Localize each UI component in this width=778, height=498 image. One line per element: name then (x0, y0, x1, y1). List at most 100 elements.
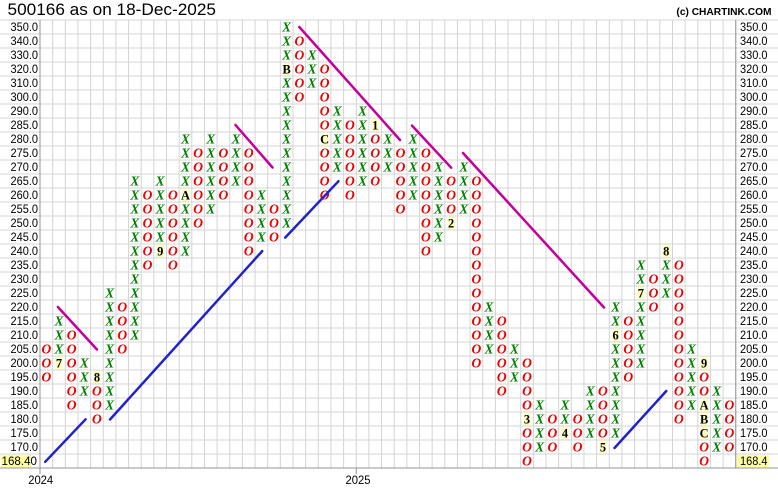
svg-text:X: X (509, 355, 520, 370)
svg-text:O: O (320, 159, 330, 174)
svg-text:180.0: 180.0 (740, 412, 768, 426)
svg-text:265.0: 265.0 (11, 174, 39, 188)
svg-text:O: O (396, 187, 406, 202)
svg-text:X: X (686, 369, 697, 384)
svg-text:X: X (129, 187, 140, 202)
svg-text:X: X (357, 131, 368, 146)
svg-text:O: O (522, 355, 532, 370)
svg-text:X: X (180, 131, 191, 146)
svg-text:205.0: 205.0 (740, 342, 768, 356)
svg-text:6: 6 (612, 328, 618, 342)
svg-text:X: X (610, 425, 621, 440)
svg-text:X: X (509, 369, 520, 384)
svg-text:O: O (699, 369, 709, 384)
svg-text:O: O (598, 425, 608, 440)
svg-text:O: O (522, 439, 532, 454)
svg-text:X: X (205, 187, 216, 202)
svg-text:O: O (41, 369, 51, 384)
svg-text:O: O (143, 201, 153, 216)
svg-text:8: 8 (663, 244, 669, 258)
svg-text:X: X (53, 341, 64, 356)
svg-text:O: O (193, 215, 203, 230)
svg-text:O: O (573, 425, 583, 440)
svg-text:O: O (522, 383, 532, 398)
svg-text:O: O (522, 453, 532, 468)
svg-text:310.0: 310.0 (740, 76, 768, 90)
svg-text:O: O (193, 187, 203, 202)
svg-text:210.0: 210.0 (11, 328, 39, 342)
svg-text:O: O (269, 201, 279, 216)
svg-text:255.0: 255.0 (740, 202, 768, 216)
svg-text:O: O (598, 411, 608, 426)
svg-text:4: 4 (562, 426, 568, 440)
svg-text:O: O (472, 229, 482, 244)
svg-text:X: X (610, 383, 621, 398)
svg-text:O: O (294, 89, 304, 104)
svg-text:O: O (497, 355, 507, 370)
svg-text:O: O (522, 425, 532, 440)
svg-text:X: X (433, 229, 444, 244)
svg-text:X: X (104, 355, 115, 370)
svg-text:320.0: 320.0 (740, 62, 768, 76)
svg-text:168.40: 168.40 (2, 454, 38, 468)
svg-text:O: O (396, 173, 406, 188)
svg-text:X: X (281, 145, 292, 160)
svg-text:O: O (725, 411, 735, 426)
svg-text:340.0: 340.0 (740, 34, 768, 48)
svg-text:O: O (219, 173, 229, 188)
svg-text:2024: 2024 (28, 473, 53, 487)
svg-text:X: X (408, 173, 419, 188)
svg-text:O: O (244, 187, 254, 202)
svg-text:280.0: 280.0 (11, 132, 39, 146)
svg-text:250.0: 250.0 (11, 216, 39, 230)
svg-text:O: O (472, 187, 482, 202)
svg-text:X: X (408, 159, 419, 174)
svg-text:240.0: 240.0 (740, 244, 768, 258)
svg-text:290.0: 290.0 (11, 104, 39, 118)
svg-text:215.0: 215.0 (11, 314, 39, 328)
svg-text:X: X (79, 383, 90, 398)
svg-text:O: O (320, 61, 330, 76)
svg-text:O: O (244, 229, 254, 244)
svg-text:X: X (281, 173, 292, 188)
svg-text:X: X (357, 159, 368, 174)
svg-text:O: O (168, 257, 178, 272)
svg-text:9: 9 (157, 244, 163, 258)
svg-text:X: X (281, 117, 292, 132)
svg-text:275.0: 275.0 (11, 146, 39, 160)
svg-text:X: X (79, 369, 90, 384)
svg-text:X: X (711, 411, 722, 426)
svg-text:X: X (661, 285, 672, 300)
svg-text:230.0: 230.0 (740, 272, 768, 286)
svg-text:225.0: 225.0 (11, 286, 39, 300)
svg-text:O: O (41, 341, 51, 356)
svg-text:X: X (433, 187, 444, 202)
svg-text:O: O (623, 313, 633, 328)
svg-text:O: O (244, 145, 254, 160)
svg-text:X: X (205, 145, 216, 160)
svg-text:X: X (281, 201, 292, 216)
svg-text:X: X (231, 173, 242, 188)
svg-text:O: O (598, 397, 608, 412)
svg-text:X: X (382, 145, 393, 160)
svg-text:O: O (472, 313, 482, 328)
svg-text:X: X (104, 341, 115, 356)
svg-text:O: O (674, 355, 684, 370)
svg-text:X: X (256, 201, 267, 216)
svg-text:O: O (649, 285, 659, 300)
svg-text:225.0: 225.0 (740, 286, 768, 300)
svg-text:X: X (256, 215, 267, 230)
svg-text:X: X (686, 383, 697, 398)
svg-text:3: 3 (524, 412, 530, 426)
svg-text:X: X (129, 313, 140, 328)
svg-text:O: O (320, 103, 330, 118)
svg-text:X: X (610, 369, 621, 384)
svg-text:O: O (143, 257, 153, 272)
svg-text:X: X (129, 271, 140, 286)
svg-text:X: X (129, 201, 140, 216)
svg-text:285.0: 285.0 (11, 118, 39, 132)
svg-text:X: X (484, 313, 495, 328)
svg-text:185.0: 185.0 (11, 398, 39, 412)
svg-text:O: O (446, 201, 456, 216)
svg-text:245.0: 245.0 (11, 230, 39, 244)
